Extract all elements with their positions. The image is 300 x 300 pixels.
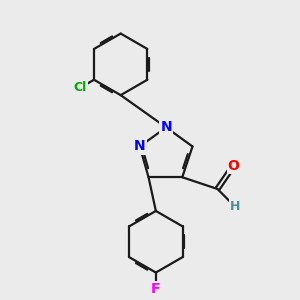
- Text: N: N: [134, 140, 146, 154]
- Text: F: F: [151, 282, 160, 296]
- Text: N: N: [160, 120, 172, 134]
- Text: H: H: [230, 200, 240, 213]
- Text: Cl: Cl: [74, 81, 87, 94]
- Text: O: O: [228, 158, 239, 172]
